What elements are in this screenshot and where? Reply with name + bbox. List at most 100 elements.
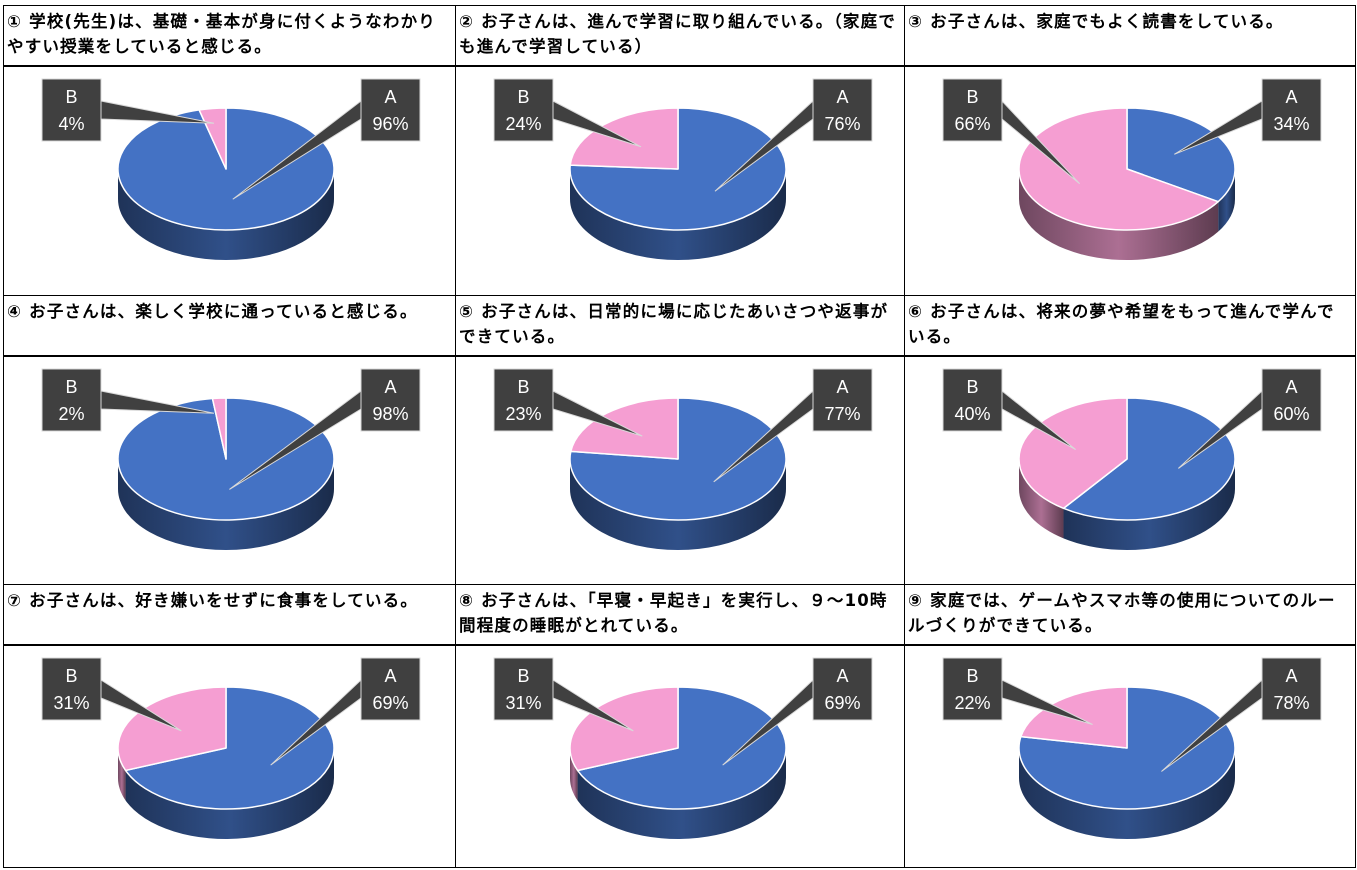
pie-chart-area: A 98% B 2%	[4, 357, 455, 584]
slice-percent-label: 22%	[954, 693, 990, 713]
slice-category-label: B	[517, 377, 529, 397]
slice-category-label: A	[836, 377, 848, 397]
slice-category-label: A	[384, 666, 396, 686]
slice-percent-label: 24%	[505, 114, 541, 134]
pie-chart-area: A 78% B 22%	[905, 646, 1355, 867]
chart-panel-8: ⑧ お子さんは、「早寝・早起き」を実行し、９～10時間程度の睡眠がとれている。 A…	[455, 584, 905, 868]
slice-category-label: A	[1285, 377, 1297, 397]
slice-percent-label: 77%	[824, 404, 860, 424]
slice-percent-label: 23%	[505, 404, 541, 424]
question-title: ⑥ お子さんは、将来の夢や希望をもって進んで学んでいる。	[905, 296, 1355, 357]
pie-chart: A 76% B 24%	[493, 78, 873, 260]
pie-side-a	[577, 748, 786, 839]
slice-percent-label: 40%	[954, 404, 990, 424]
callout-box	[41, 78, 102, 142]
slice-category-label: B	[966, 377, 978, 397]
slice-percent-label: 31%	[53, 693, 89, 713]
chart-panel-5: ⑤ お子さんは、日常的に場に応じたあいさつや返事ができている。 A 77% B 23%	[455, 295, 905, 585]
pie-side-a	[1063, 459, 1235, 550]
slice-percent-label: 31%	[505, 693, 541, 713]
pie-chart-area: A 76% B 24%	[456, 67, 904, 295]
pie-chart-area: A 34% B 66%	[905, 67, 1355, 295]
pie-chart-area: A 69% B 31%	[456, 646, 904, 867]
slice-category-label: A	[384, 377, 396, 397]
callout-box	[360, 368, 421, 432]
pie-side-b	[1019, 459, 1064, 539]
slice-category-label: B	[966, 87, 978, 107]
pie-slice-b	[211, 397, 227, 460]
chart-panel-2: ② お子さんは、進んで学習に取り組んでいる。（家庭でも進んで学習している） A 76…	[455, 5, 905, 296]
pie-chart: A 34% B 66%	[942, 78, 1322, 260]
slice-category-label: B	[65, 666, 77, 686]
callout-box	[812, 657, 873, 721]
slice-percent-label: 69%	[372, 693, 408, 713]
pie-chart-area: A 69% B 31%	[4, 646, 455, 867]
pie-slice-a	[124, 686, 335, 810]
callout-box	[942, 657, 1003, 721]
pie-side-a	[118, 169, 334, 260]
callout-box	[41, 368, 102, 432]
slice-percent-label: 69%	[824, 693, 860, 713]
callout-box	[1261, 78, 1322, 142]
pie-chart-area: A 77% B 23%	[456, 357, 904, 584]
slice-category-label: B	[65, 87, 77, 107]
slice-percent-label: 98%	[372, 404, 408, 424]
pie-chart: A 60% B 40%	[942, 368, 1322, 550]
question-title: ④ お子さんは、楽しく学校に通っていると感じる。	[4, 296, 455, 357]
pie-side-a	[1218, 169, 1235, 232]
chart-panel-7: ⑦ お子さんは、好き嫌いをせずに食事をしている。 A 69% B 31%	[3, 584, 456, 868]
slice-category-label: A	[384, 87, 396, 107]
callout-box	[1261, 657, 1322, 721]
pie-chart-area: A 96% B 4%	[4, 67, 455, 295]
slice-percent-label: 78%	[1273, 693, 1309, 713]
pie-side-a	[570, 459, 786, 550]
question-title: ⑧ お子さんは、「早寝・早起き」を実行し、９～10時間程度の睡眠がとれている。	[456, 585, 904, 646]
pie-chart: A 98% B 2%	[41, 368, 421, 550]
callout-box	[942, 78, 1003, 142]
slice-percent-label: 76%	[824, 114, 860, 134]
slice-percent-label: 60%	[1273, 404, 1309, 424]
callout-box	[493, 78, 554, 142]
slice-category-label: B	[517, 666, 529, 686]
chart-panel-3: ③ お子さんは、家庭でもよく読書をしている。 A 34% B 66%	[904, 5, 1356, 296]
callout-box	[1261, 368, 1322, 432]
chart-panel-6: ⑥ お子さんは、将来の夢や希望をもって進んで学んでいる。 A 60% B 40%	[904, 295, 1356, 585]
pie-chart: A 69% B 31%	[41, 657, 421, 839]
slice-category-label: A	[1285, 666, 1297, 686]
callout-box	[812, 368, 873, 432]
slice-category-label: A	[836, 87, 848, 107]
question-title: ③ お子さんは、家庭でもよく読書をしている。	[905, 6, 1355, 67]
callout-box	[942, 368, 1003, 432]
slice-category-label: A	[1285, 87, 1297, 107]
question-title: ⑦ お子さんは、好き嫌いをせずに食事をしている。	[4, 585, 455, 646]
slice-category-label: B	[966, 666, 978, 686]
callout-box	[360, 78, 421, 142]
slice-category-label: B	[517, 87, 529, 107]
pie-slice-a	[576, 686, 787, 810]
chart-panel-4: ④ お子さんは、楽しく学校に通っていると感じる。 A 98% B 2%	[3, 295, 456, 585]
slice-percent-label: 4%	[58, 114, 84, 134]
pie-chart-area: A 60% B 40%	[905, 357, 1355, 584]
pie-chart: A 96% B 4%	[41, 78, 421, 260]
survey-chart-grid: ① 学校(先生)は、基礎・基本が身に付くようなわかりやすい授業をしていると感じる…	[3, 5, 1356, 868]
callout-box	[493, 368, 554, 432]
pie-side-a	[570, 169, 786, 260]
pie-slice-a	[569, 107, 787, 231]
question-title: ⑨ 家庭では、ゲームやスマホ等の使用についてのルールづくりができている。	[905, 585, 1355, 646]
pie-side-a	[125, 748, 334, 839]
callout-box	[812, 78, 873, 142]
pie-chart: A 69% B 31%	[493, 657, 873, 839]
slice-category-label: B	[65, 377, 77, 397]
pie-side-a	[1019, 748, 1235, 839]
pie-slice-a	[1062, 397, 1236, 521]
callout-box	[360, 657, 421, 721]
pie-chart: A 77% B 23%	[493, 368, 873, 550]
callout-box	[493, 657, 554, 721]
slice-percent-label: 34%	[1273, 114, 1309, 134]
question-title: ② お子さんは、進んで学習に取り組んでいる。（家庭でも進んで学習している）	[456, 6, 904, 67]
callout-box	[41, 657, 102, 721]
chart-panel-9: ⑨ 家庭では、ゲームやスマホ等の使用についてのルールづくりができている。 A 78%…	[904, 584, 1356, 868]
pie-side-a	[118, 459, 334, 550]
slice-percent-label: 2%	[58, 404, 84, 424]
chart-panel-1: ① 学校(先生)は、基礎・基本が身に付くようなわかりやすい授業をしていると感じる…	[3, 5, 456, 296]
